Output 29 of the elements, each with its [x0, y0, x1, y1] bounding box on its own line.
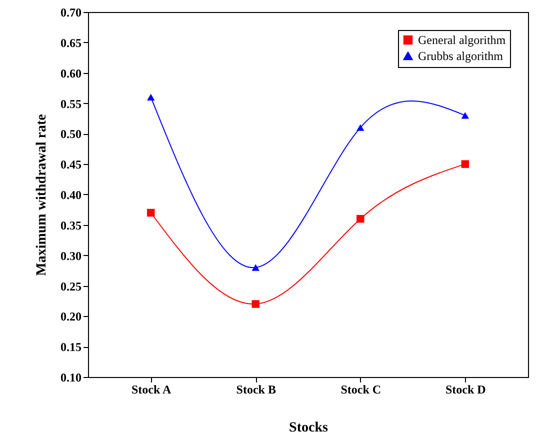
point — [146, 208, 155, 217]
y-tick-label: 0.70 — [60, 6, 82, 20]
y-tick-label: 0.25 — [60, 279, 82, 294]
y-tick-label: 0.55 — [60, 96, 82, 111]
legend-label: Grubbs algorithm — [418, 49, 504, 63]
y-tick-label: 0.40 — [60, 188, 82, 202]
x-tick-label: Stock A — [132, 382, 172, 396]
point — [252, 300, 260, 308]
x-tick-label: Stock D — [445, 382, 486, 396]
y-tick-label: 0.15 — [60, 340, 82, 354]
point — [252, 264, 260, 271]
point — [356, 124, 364, 131]
y-tick-label: 0.45 — [60, 158, 82, 172]
point — [356, 214, 364, 223]
y-tick-label: 0.10 — [60, 370, 82, 384]
point — [461, 112, 470, 119]
y-tick-label: 0.60 — [60, 66, 82, 80]
x-axis-title: Stocks — [289, 420, 328, 436]
y-axis-title: Maximum withdrawal rate — [34, 114, 50, 276]
legend-label: General algorithm — [418, 33, 506, 47]
point — [461, 160, 470, 168]
y-tick-label: 0.35 — [60, 218, 82, 232]
y-tick-label: 0.65 — [60, 36, 82, 50]
y-tick-label: 0.30 — [60, 248, 82, 263]
point — [146, 94, 155, 101]
x-tick-label: Stock C — [340, 382, 382, 396]
y-tick-label: 0.50 — [60, 127, 82, 142]
x-tick-label: Stock B — [236, 382, 276, 396]
y-tick-label: 0.20 — [60, 310, 82, 324]
